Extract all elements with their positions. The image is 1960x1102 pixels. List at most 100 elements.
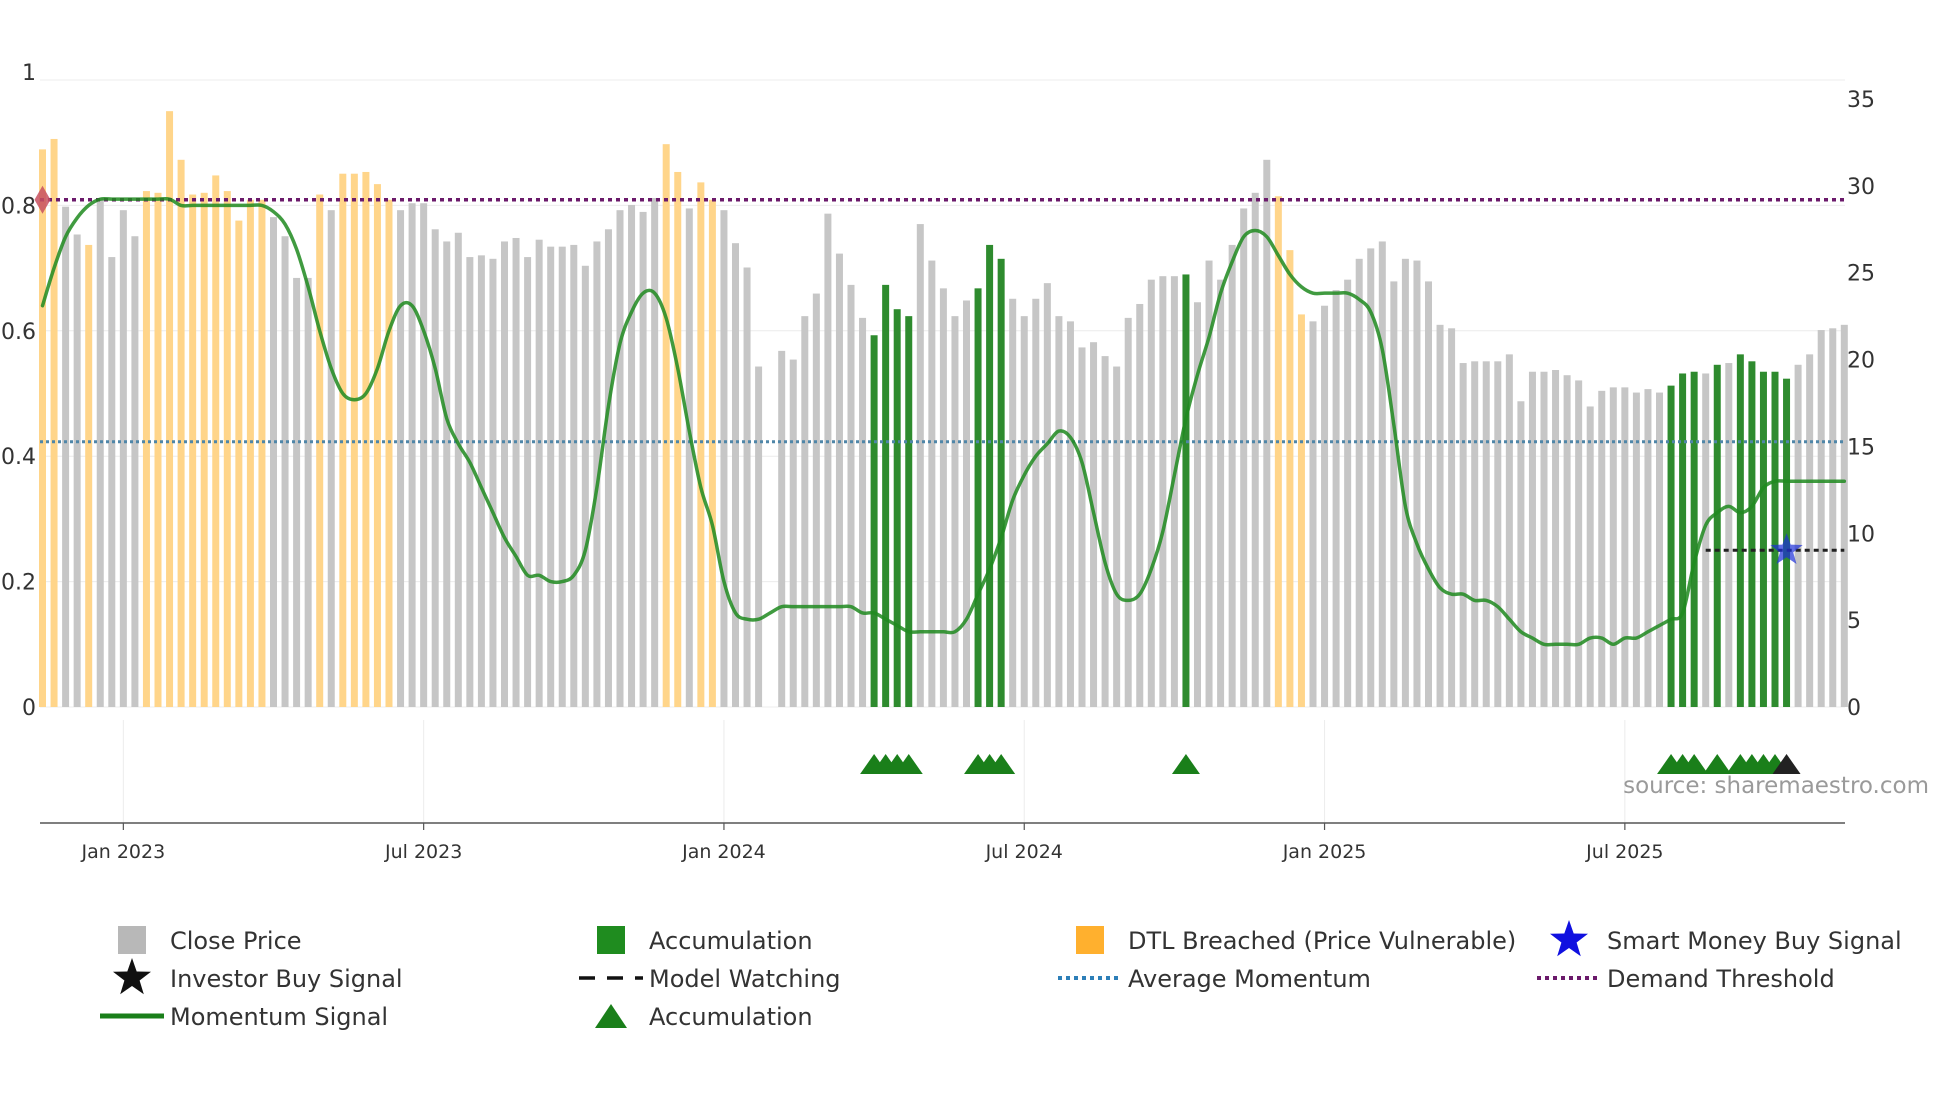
legend-item: DTL Breached (Price Vulnerable) (1076, 926, 1516, 955)
left-axis-tick: 0 (22, 696, 36, 721)
left-axis-tick: 0.2 (1, 571, 36, 596)
close-price-bar (62, 206, 70, 707)
close-price-bar (951, 316, 959, 707)
close-price-bar (1459, 363, 1467, 707)
close-price-bar (1817, 330, 1825, 707)
dtl-breached-bar (154, 192, 162, 707)
legend-item: Average Momentum (1058, 965, 1371, 993)
legend-square-swatch (118, 926, 146, 954)
dtl-breached-bar (1274, 196, 1282, 707)
close-price-bar (1425, 281, 1432, 707)
close-price-bar (1147, 279, 1155, 707)
close-price-bar (1794, 364, 1802, 707)
close-price-bar (1251, 192, 1259, 707)
close-price-bar (1609, 387, 1617, 707)
accumulation-bar (997, 258, 1005, 707)
close-price-bar (1078, 347, 1086, 707)
right-axis-tick: 20 (1847, 349, 1875, 374)
close-price-bar (1390, 281, 1398, 707)
left-axis-tick: 1 (22, 61, 36, 86)
close-price-bar (1136, 303, 1144, 707)
source-credit: source: sharemaestro.com (1623, 773, 1929, 799)
close-price-bar (824, 213, 832, 707)
close-price-bar (420, 203, 428, 707)
close-price-bar (593, 241, 601, 707)
right-axis-tick: 30 (1847, 175, 1875, 200)
legend-item: Smart Money Buy Signal (1550, 920, 1902, 957)
dtl-breached-bar (373, 184, 381, 707)
close-price-bar (408, 203, 416, 707)
close-price-bar (1575, 380, 1583, 707)
close-price-bar (1471, 361, 1479, 707)
close-price-bar (131, 236, 139, 707)
dtl-breached-bar (223, 191, 231, 707)
close-price-bar (1344, 279, 1352, 707)
close-price-bar (1586, 406, 1594, 707)
close-price-bar (1598, 390, 1606, 707)
close-price-bar (928, 260, 936, 707)
accumulation-bar (1771, 371, 1779, 707)
demand-marker (34, 185, 51, 214)
accumulation-bar (1759, 371, 1767, 707)
close-price-bar (1205, 260, 1213, 707)
dtl-breached-bar (166, 111, 174, 707)
close-price-bar (119, 210, 127, 708)
close-price-bar (1517, 401, 1525, 707)
dtl-breached-bar (662, 144, 670, 707)
close-price-bar (789, 359, 797, 707)
close-price-bar (1066, 321, 1074, 707)
close-price-bar (1401, 258, 1409, 707)
dtl-breached-bar (708, 199, 716, 708)
close-price-bar (512, 237, 520, 707)
close-price-bar (1448, 328, 1456, 707)
close-price-bar (1032, 298, 1040, 707)
dtl-breached-bar (385, 199, 393, 708)
close-price-bar (1113, 366, 1121, 707)
close-price-bar (431, 229, 439, 708)
reference-lines (34, 185, 1845, 444)
legend-item: Accumulation (597, 926, 813, 955)
x-axis-tick: Jul 2023 (384, 841, 462, 863)
left-axis-tick: 0.6 (1, 320, 36, 345)
legend-star-swatch (1550, 920, 1588, 957)
close-price-bar (847, 284, 855, 707)
right-axis-tick: 10 (1847, 522, 1875, 547)
close-price-bar (1355, 258, 1363, 707)
close-price-bar (454, 232, 462, 707)
accumulation-bar (1667, 385, 1675, 707)
close-price-bar (535, 239, 543, 708)
accumulation-marker (1703, 754, 1732, 774)
bars (39, 111, 1848, 708)
dtl-breached-bar (362, 171, 370, 707)
close-price-bar (1124, 317, 1132, 707)
x-axis-tick: Jan 2025 (1282, 841, 1367, 863)
legend-item: Close Price (118, 926, 302, 955)
close-price-bar (1656, 392, 1663, 707)
right-axis-tick: 35 (1847, 88, 1875, 113)
close-price-bar (732, 243, 739, 707)
right-axis-tick: 15 (1847, 435, 1875, 460)
close-price-bar (616, 210, 624, 708)
close-price-bar (281, 236, 289, 707)
close-price-bar (778, 350, 786, 707)
accumulation-marker (1171, 754, 1200, 774)
close-price-bar (1505, 354, 1513, 707)
close-price-bar (812, 293, 820, 707)
legend-square-swatch (597, 926, 625, 954)
close-price-bar (1494, 361, 1502, 707)
close-price-bar (1644, 389, 1652, 707)
close-price-bar (304, 277, 312, 707)
dtl-breached-bar (316, 194, 324, 708)
right-axis-tick: 0 (1847, 696, 1861, 721)
close-price-bar (1309, 321, 1317, 707)
close-price-bar (859, 317, 867, 707)
close-price-bar (477, 255, 485, 708)
legend-label: Momentum Signal (170, 1003, 388, 1031)
close-price-bar (1563, 375, 1571, 707)
close-price-bar (628, 204, 636, 708)
legend-star-swatch (113, 958, 151, 995)
legend-label: DTL Breached (Price Vulnerable) (1128, 927, 1516, 955)
dtl-breached-bar (697, 182, 705, 707)
close-price-bar (835, 253, 843, 707)
close-price-bar (73, 234, 81, 708)
